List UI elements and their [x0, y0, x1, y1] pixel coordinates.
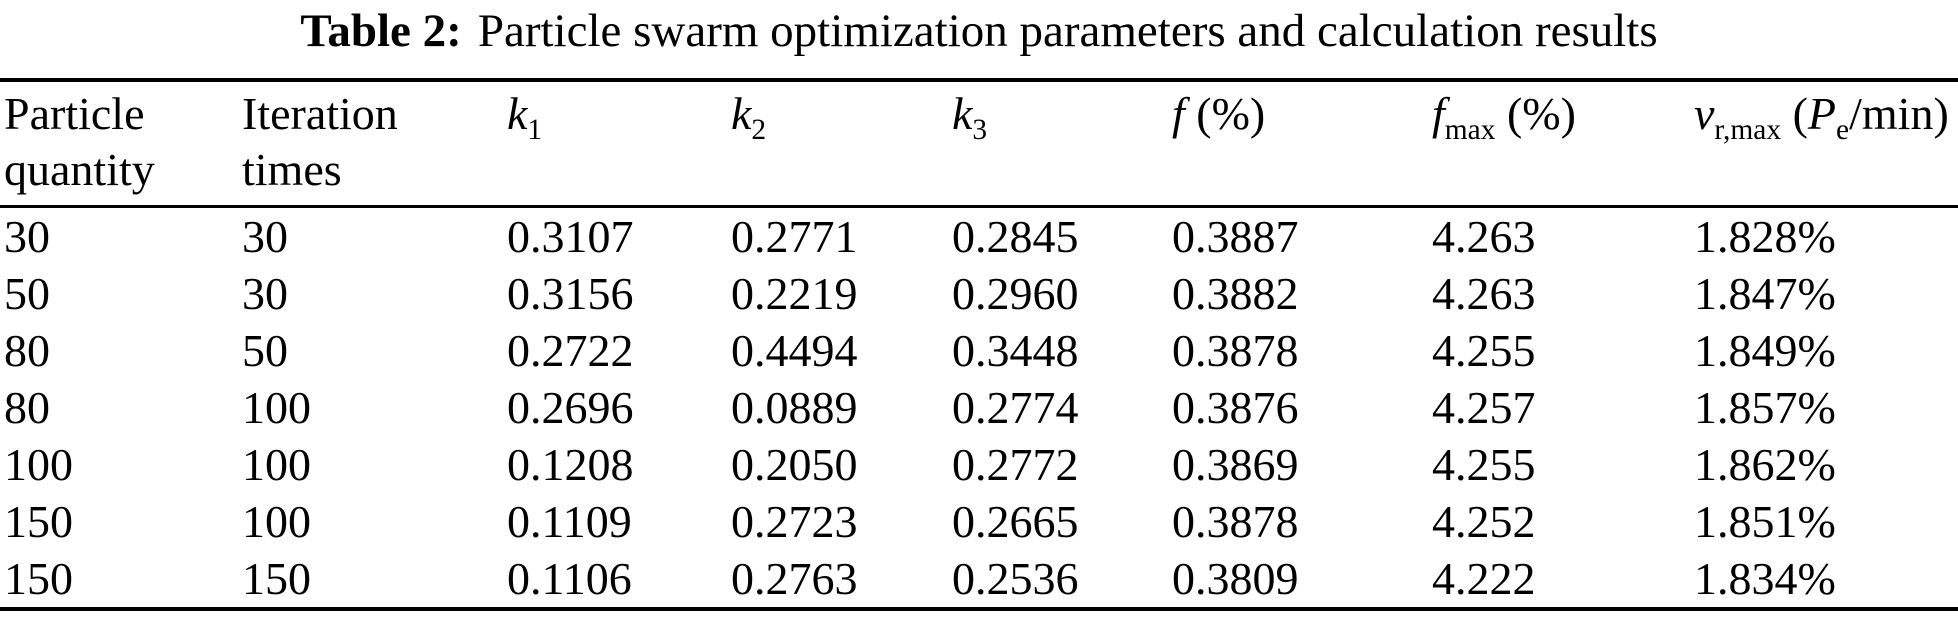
table-cell: 4.252: [1432, 495, 1536, 547]
table-cell: 80: [4, 381, 50, 433]
table-cell: 0.2536: [952, 552, 1079, 604]
table-cell: 30: [242, 267, 288, 319]
col-header-f: f (%): [1168, 80, 1428, 208]
table-cell: 150: [4, 552, 73, 604]
table-cell: 0.1208: [507, 438, 634, 490]
col-header-k2: k2: [727, 80, 948, 208]
table-caption-label: Table 2:: [300, 5, 462, 57]
table-cell: 0.1106: [507, 552, 632, 604]
col-header-label: Particle quantity: [4, 88, 155, 195]
table-body: 30 30 0.3107 0.2771 0.2845 0.3887 4.263 1.828% 5…: [0, 206, 1958, 609]
col-header-unit-var: P: [1807, 88, 1837, 139]
col-header-sub: 3: [972, 114, 988, 147]
table-cell: 0.3882: [1172, 267, 1299, 319]
table-cell: 0.3448: [952, 324, 1079, 376]
table-cell: 150: [242, 552, 311, 604]
col-header-v-r-max: vr,max (Pe/min): [1690, 80, 1958, 208]
table-cell: 1.849%: [1694, 324, 1836, 376]
table-row: 150 150 0.1106 0.2763 0.2536 0.3809 4.222 1.834…: [0, 550, 1958, 609]
table-cell: 0.3809: [1172, 552, 1299, 604]
table-caption: Table 2: Particle swarm optimization para…: [0, 0, 1958, 78]
table-row: 30 30 0.3107 0.2771 0.2845 0.3887 4.263 1.828%: [0, 206, 1958, 265]
col-header-unit-sub: e: [1836, 114, 1850, 147]
col-header-var: f: [1172, 88, 1185, 139]
table-cell: 100: [4, 438, 73, 490]
table-cell: 1.834%: [1694, 552, 1836, 604]
col-header-sub: max: [1444, 114, 1496, 147]
col-header-sub: r,max: [1714, 114, 1782, 147]
table-cell: 30: [4, 210, 50, 262]
table-cell: 100: [242, 495, 311, 547]
table-cell: 0.3878: [1172, 495, 1299, 547]
table-cell: 4.263: [1432, 267, 1536, 319]
table-cell: 1.847%: [1694, 267, 1836, 319]
table-cell: 4.255: [1432, 324, 1536, 376]
col-header-unit: (%): [1495, 88, 1576, 139]
results-table: Particle quantity Iteration times k1 k2 …: [0, 78, 1958, 611]
col-header-unit: (%): [1184, 88, 1266, 139]
table-cell: 0.3876: [1172, 381, 1299, 433]
col-header-sub: 2: [751, 114, 767, 147]
table-cell: 4.255: [1432, 438, 1536, 490]
col-header-var: f: [1432, 88, 1445, 139]
table-caption-text: Particle swarm optimization parameters a…: [477, 5, 1658, 57]
table-cell: 1.828%: [1694, 210, 1836, 262]
table-cell: 0.2219: [731, 267, 858, 319]
table-cell: 0.2772: [952, 438, 1079, 490]
table-cell: 4.257: [1432, 381, 1536, 433]
table-cell: 4.222: [1432, 552, 1536, 604]
table-cell: 0.2845: [952, 210, 1079, 262]
table-cell: 0.2771: [731, 210, 858, 262]
col-header-unit: (: [1781, 88, 1808, 139]
table-cell: 0.0889: [731, 381, 858, 433]
table-cell: 1.851%: [1694, 495, 1836, 547]
col-header-label: Iteration times: [242, 88, 398, 195]
table-cell: 150: [4, 495, 73, 547]
table-cell: 30: [242, 210, 288, 262]
table-cell: 0.2722: [507, 324, 634, 376]
col-header-f-max: fmax (%): [1428, 80, 1690, 208]
table-row: 80 50 0.2722 0.4494 0.3448 0.3878 4.255 1.849%: [0, 322, 1958, 379]
col-header-var: k: [731, 88, 752, 139]
table-cell: 50: [242, 324, 288, 376]
col-header-var: k: [952, 88, 973, 139]
table-cell: 0.1109: [507, 495, 632, 547]
table-header: Particle quantity Iteration times k1 k2 …: [0, 80, 1958, 208]
table-cell: 4.263: [1432, 210, 1536, 262]
table-cell: 0.3156: [507, 267, 634, 319]
table-row: 50 30 0.3156 0.2219 0.2960 0.3882 4.263 1.847%: [0, 265, 1958, 322]
table-cell: 1.857%: [1694, 381, 1836, 433]
table-cell: 0.2723: [731, 495, 858, 547]
table-cell: 0.2763: [731, 552, 858, 604]
col-header-k1: k1: [503, 80, 727, 208]
col-header-k3: k3: [948, 80, 1168, 208]
col-header-sub: 1: [527, 114, 543, 147]
table-cell: 0.2774: [952, 381, 1079, 433]
table-row: 80 100 0.2696 0.0889 0.2774 0.3876 4.257 1.857%: [0, 379, 1958, 436]
table-cell: 100: [242, 438, 311, 490]
table-header-row: Particle quantity Iteration times k1 k2 …: [0, 80, 1958, 208]
col-header-var: k: [507, 88, 528, 139]
col-header-var: v: [1694, 88, 1715, 139]
table-cell: 0.2050: [731, 438, 858, 490]
table-cell: 80: [4, 324, 50, 376]
table-cell: 100: [242, 381, 311, 433]
table-cell: 1.862%: [1694, 438, 1836, 490]
col-header-particle-quantity: Particle quantity: [0, 80, 238, 208]
table-cell: 50: [4, 267, 50, 319]
table-cell: 0.3887: [1172, 210, 1299, 262]
table-cell: 0.2696: [507, 381, 634, 433]
table-row: 100 100 0.1208 0.2050 0.2772 0.3869 4.255 1.862…: [0, 436, 1958, 493]
table-cell: 0.2960: [952, 267, 1079, 319]
table-cell: 0.4494: [731, 324, 858, 376]
col-header-iteration-times: Iteration times: [238, 80, 503, 208]
table-row: 150 100 0.1109 0.2723 0.2665 0.3878 4.252 1.851…: [0, 493, 1958, 550]
table-cell: 0.2665: [952, 495, 1079, 547]
table-cell: 0.3869: [1172, 438, 1299, 490]
table-cell: 0.3107: [507, 210, 634, 262]
col-header-unit: /min): [1849, 88, 1949, 139]
table-cell: 0.3878: [1172, 324, 1299, 376]
